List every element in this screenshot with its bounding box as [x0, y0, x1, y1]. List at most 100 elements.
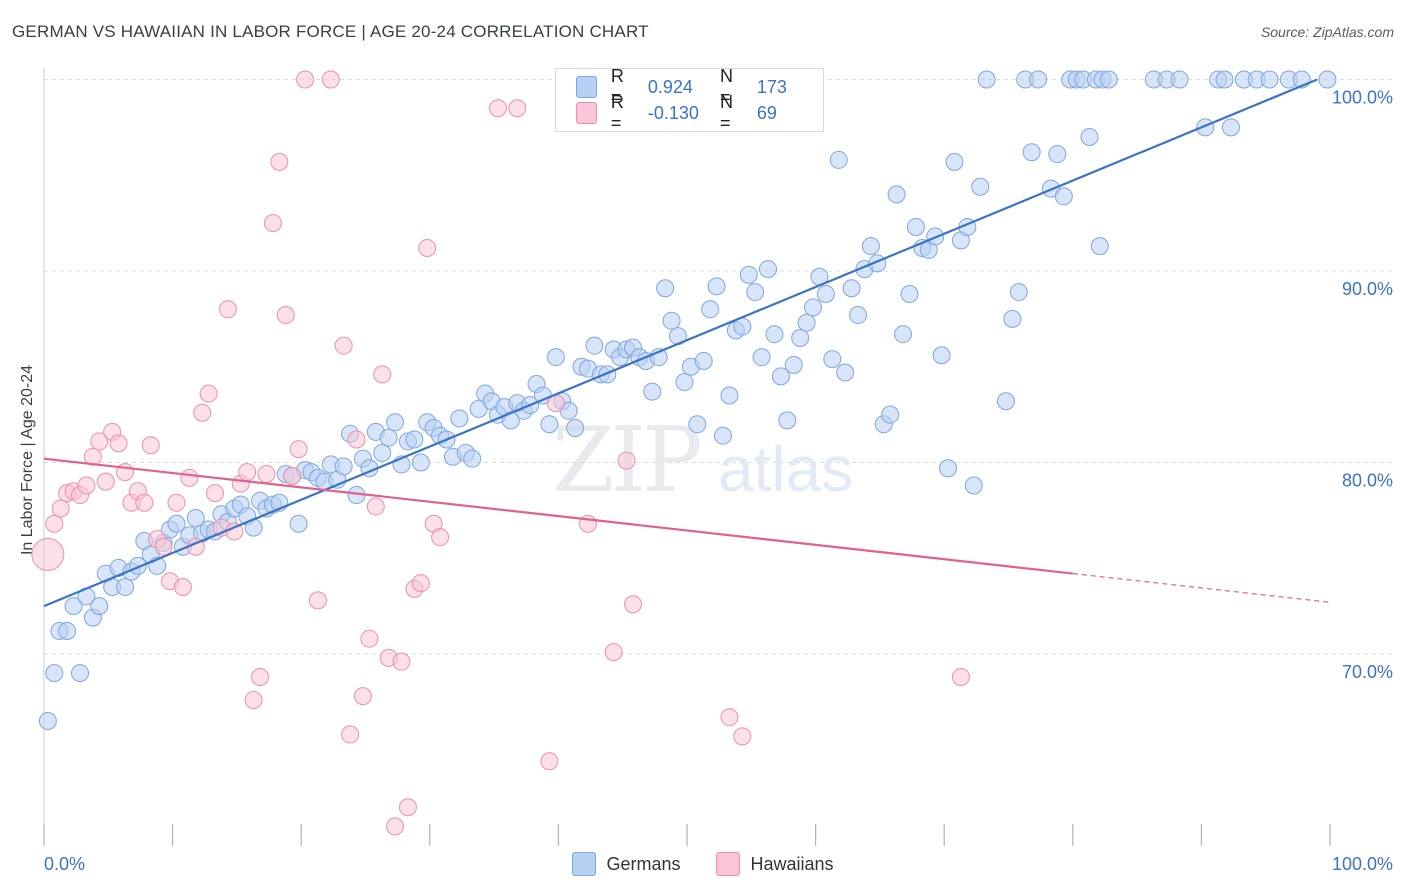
german-point	[656, 279, 675, 298]
german-point	[1318, 70, 1337, 89]
hawaiian-point	[308, 591, 327, 610]
legend-row-hawaiians: R = -0.130 N = 69	[576, 92, 823, 133]
hawaiian-point	[289, 440, 308, 459]
chart-title: GERMAN VS HAWAIIAN IN LABOR FORCE | AGE …	[12, 22, 649, 41]
german-point	[765, 325, 784, 344]
hawaiian-point	[141, 436, 160, 455]
legend-item-germans[interactable]: Germans	[572, 852, 680, 876]
hawaiian-point	[617, 451, 636, 470]
german-point	[881, 405, 900, 424]
x-tick-label: 0.0%	[44, 854, 85, 874]
hawaiian-point	[206, 484, 225, 503]
hawaiian-point	[173, 577, 192, 596]
hawaiian-point	[341, 725, 360, 744]
hawaiian-point	[951, 667, 970, 686]
hawaiian-point	[418, 239, 437, 258]
german-point	[964, 476, 983, 495]
legend-r-value-germans: 0.924	[647, 76, 693, 97]
german-point	[887, 185, 906, 204]
hawaiian-point	[623, 595, 642, 614]
hawaiian-point	[251, 667, 270, 686]
hawaiian-point	[135, 493, 154, 512]
hawaiian-point	[218, 300, 237, 319]
hawaiian-point	[347, 430, 366, 449]
german-point	[945, 152, 964, 171]
german-point	[797, 313, 816, 332]
legend-label-hawaiians: Hawaiians	[750, 853, 834, 874]
german-point	[714, 426, 733, 445]
german-point	[932, 346, 951, 365]
stats-legend: R = 0.924 N = 173 R = -0.130 N = 69	[555, 66, 824, 133]
german-point	[662, 311, 681, 330]
hawaiian-point	[109, 434, 128, 453]
hawaiian-point	[45, 514, 64, 533]
german-point	[823, 350, 842, 369]
watermark-atlas: atlas	[718, 433, 854, 505]
hawaiian-point	[83, 447, 102, 466]
german-point	[861, 237, 880, 256]
hawaiian-point	[488, 99, 507, 118]
german-point	[1003, 309, 1022, 328]
trend-line-germans	[43, 78, 1318, 608]
legend-swatch-germans	[572, 852, 597, 876]
legend-n-key: N =	[719, 66, 733, 107]
legend-r-key: R =	[610, 92, 624, 133]
german-point	[1170, 70, 1189, 89]
german-point	[829, 150, 848, 169]
hawaiian-point	[51, 499, 70, 518]
german-point	[566, 419, 585, 438]
hawaiian-point	[353, 687, 372, 706]
hawaiian-point	[31, 537, 65, 571]
hawaiian-point	[411, 574, 430, 593]
german-point	[90, 597, 109, 616]
german-point	[906, 217, 925, 236]
german-point	[1054, 187, 1073, 206]
hawaiian-point	[386, 817, 405, 836]
hawaiian-point	[733, 727, 752, 746]
german-point	[1022, 143, 1041, 162]
trend-line-hawaiians	[43, 457, 1073, 575]
german-point	[411, 453, 430, 472]
german-point	[1221, 118, 1240, 137]
german-point	[585, 336, 604, 355]
legend-n-key: N =	[719, 92, 733, 133]
tick-labels: 70.0% 80.0% 90.0% 100.0% 0.0% 100.0%	[44, 88, 1393, 875]
german-point	[977, 70, 996, 89]
german-point	[167, 514, 186, 533]
german-point	[289, 514, 308, 533]
german-point	[38, 712, 57, 731]
german-point	[849, 306, 868, 325]
hawaiian-point	[276, 306, 295, 325]
hawaiian-point	[238, 463, 257, 482]
german-point	[643, 382, 662, 401]
legend-n-value-hawaiians: 69	[756, 102, 777, 123]
german-point	[771, 367, 790, 386]
german-point	[1260, 70, 1279, 89]
german-point	[71, 664, 90, 683]
german-point	[752, 348, 771, 367]
axes	[43, 68, 1331, 846]
german-point	[546, 348, 565, 367]
german-point	[186, 509, 205, 528]
hawaiian-point	[244, 690, 263, 709]
german-point	[746, 283, 765, 302]
legend-item-hawaiians[interactable]: Hawaiians	[716, 852, 834, 876]
german-point	[996, 392, 1015, 411]
hawaiian-point	[366, 497, 385, 516]
german-point	[971, 177, 990, 196]
german-point	[1048, 145, 1067, 164]
german-point	[894, 325, 913, 344]
german-point	[759, 260, 778, 279]
series-legend: Germans Hawaiians	[0, 852, 1406, 876]
trend-lines	[43, 78, 1331, 608]
legend-swatch-hawaiians	[716, 852, 741, 876]
y-tick-label: 80.0%	[1342, 471, 1393, 491]
hawaiian-point	[508, 99, 527, 118]
hawaiian-point	[334, 336, 353, 355]
german-point	[1029, 70, 1048, 89]
german-point	[540, 415, 559, 434]
german-point	[701, 300, 720, 319]
hawaiian-point	[392, 652, 411, 671]
series-hawaiians	[31, 70, 970, 836]
german-point	[1009, 283, 1028, 302]
